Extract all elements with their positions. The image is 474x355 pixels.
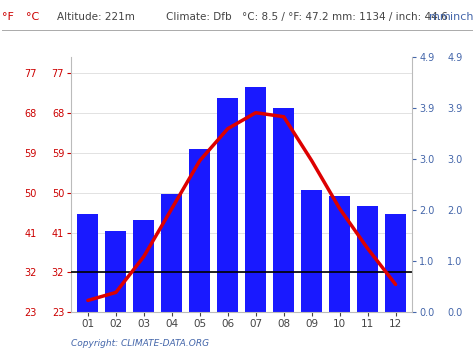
Bar [133,220,155,312]
Bar [301,190,322,312]
Text: mm: mm [429,12,451,22]
Bar [245,87,266,312]
Text: mm: 1134 / inch: 44.6: mm: 1134 / inch: 44.6 [332,12,447,22]
Text: Copyright: CLIMATE-DATA.ORG: Copyright: CLIMATE-DATA.ORG [71,339,209,348]
Bar [329,196,350,312]
Text: inch: inch [450,12,474,22]
Bar [217,98,238,312]
Text: Altitude: 221m: Altitude: 221m [57,12,135,22]
Bar [77,214,99,312]
Bar [105,231,127,312]
Bar [385,214,406,312]
Bar [273,108,294,312]
Bar [161,194,182,312]
Text: °C: °C [26,12,39,22]
Text: °C: 8.5 / °F: 47.2: °C: 8.5 / °F: 47.2 [242,12,328,22]
Text: °F: °F [2,12,14,22]
Bar [189,149,210,312]
Bar [357,206,378,312]
Text: Climate: Dfb: Climate: Dfb [166,12,231,22]
